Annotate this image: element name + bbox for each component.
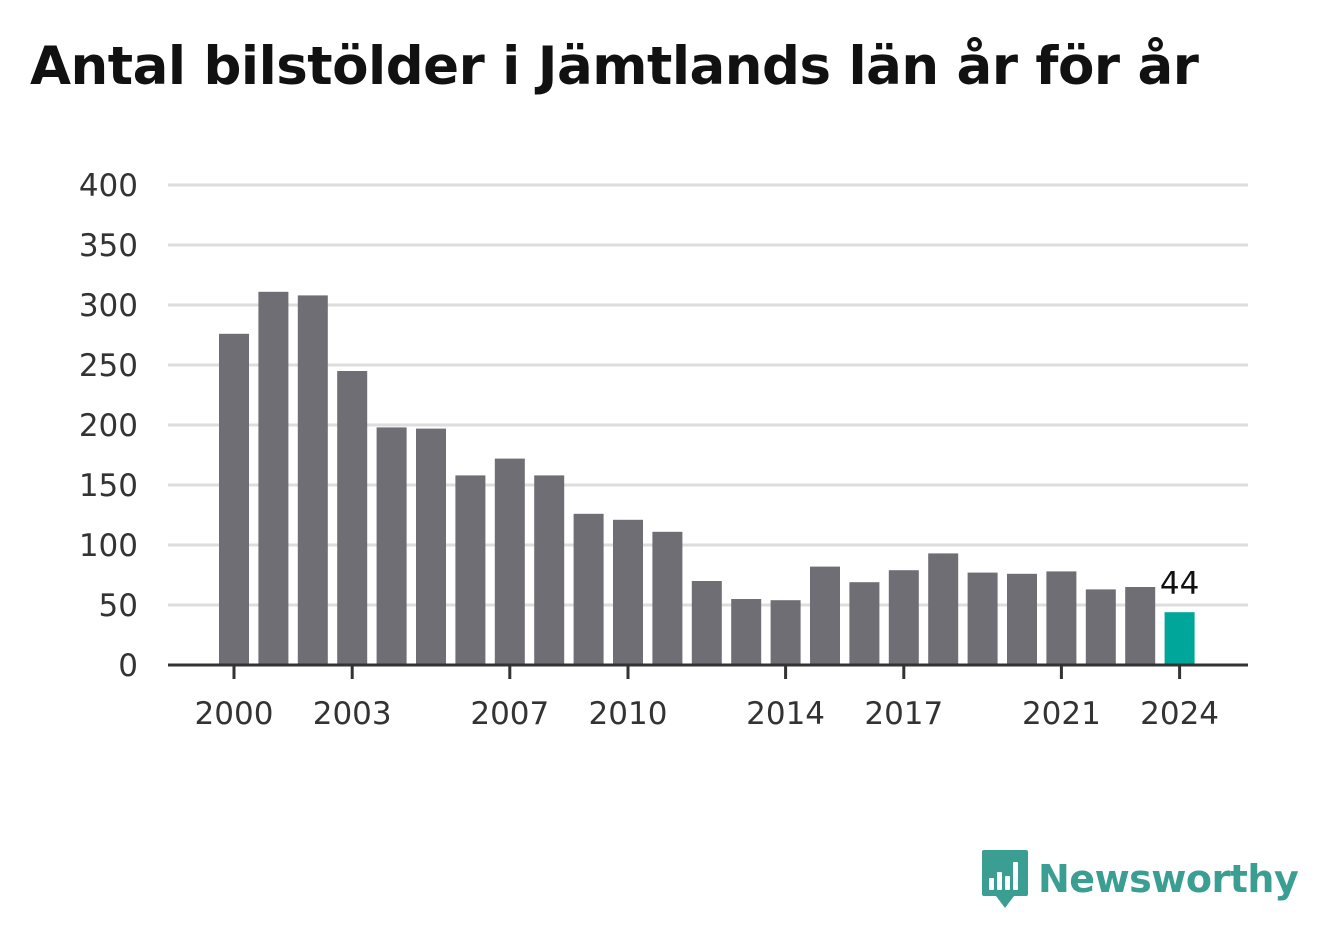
brand-name: Newsworthy (1038, 857, 1299, 901)
bars (219, 291, 1195, 665)
gridlines (168, 183, 1248, 607)
bar (416, 428, 446, 665)
bar (219, 333, 249, 665)
bar (258, 291, 289, 665)
x-tick-label: 2000 (195, 696, 274, 732)
bar (534, 475, 565, 665)
y-tick-label: 50 (99, 588, 138, 624)
chart-title: Antal bilstölder i Jämtlands län år för … (30, 36, 1199, 97)
y-tick-label: 250 (79, 348, 138, 384)
speech-bubble-bar-chart-icon (982, 850, 1028, 908)
y-tick-label: 0 (118, 648, 138, 684)
bar (494, 458, 525, 665)
y-tick-label: 400 (79, 168, 138, 204)
data-label: 44 (1160, 566, 1199, 602)
x-tick-label: 2014 (746, 696, 825, 732)
bar (652, 531, 683, 665)
x-axis: 2000 2003 2007 2010 2014 2017 2021 2024 (168, 663, 1248, 732)
bar (1085, 589, 1116, 665)
y-axis-ticks: 0 50 100 150 200 250 300 350 400 (79, 168, 138, 684)
bar (1164, 612, 1195, 665)
bar (731, 599, 762, 665)
bar (376, 427, 407, 665)
bar (297, 295, 328, 665)
bar (613, 519, 643, 665)
brand-logo: Newsworthy (980, 848, 1299, 910)
x-tick-label: 2003 (313, 696, 392, 732)
data-labels: 44 (1160, 566, 1199, 602)
bar (1125, 587, 1156, 665)
x-tick-label: 2021 (1022, 696, 1101, 732)
y-tick-label: 150 (79, 468, 138, 504)
bar (928, 553, 959, 665)
bar (967, 572, 998, 665)
bar (810, 566, 840, 665)
bar (573, 513, 604, 665)
bar (888, 570, 919, 665)
bar (337, 371, 368, 665)
x-tick-label: 2017 (864, 696, 943, 732)
y-tick-label: 300 (79, 288, 138, 324)
x-tick-label: 2024 (1140, 696, 1219, 732)
bar (455, 475, 486, 665)
bar (1046, 571, 1077, 665)
y-tick-label: 350 (79, 228, 138, 264)
bar (770, 600, 801, 665)
x-tick-label: 2010 (589, 696, 668, 732)
bar (691, 581, 722, 665)
bar (1007, 573, 1037, 665)
bar (849, 582, 880, 665)
y-tick-label: 200 (79, 408, 138, 444)
x-tick-label: 2007 (470, 696, 549, 732)
y-tick-label: 100 (79, 528, 138, 564)
